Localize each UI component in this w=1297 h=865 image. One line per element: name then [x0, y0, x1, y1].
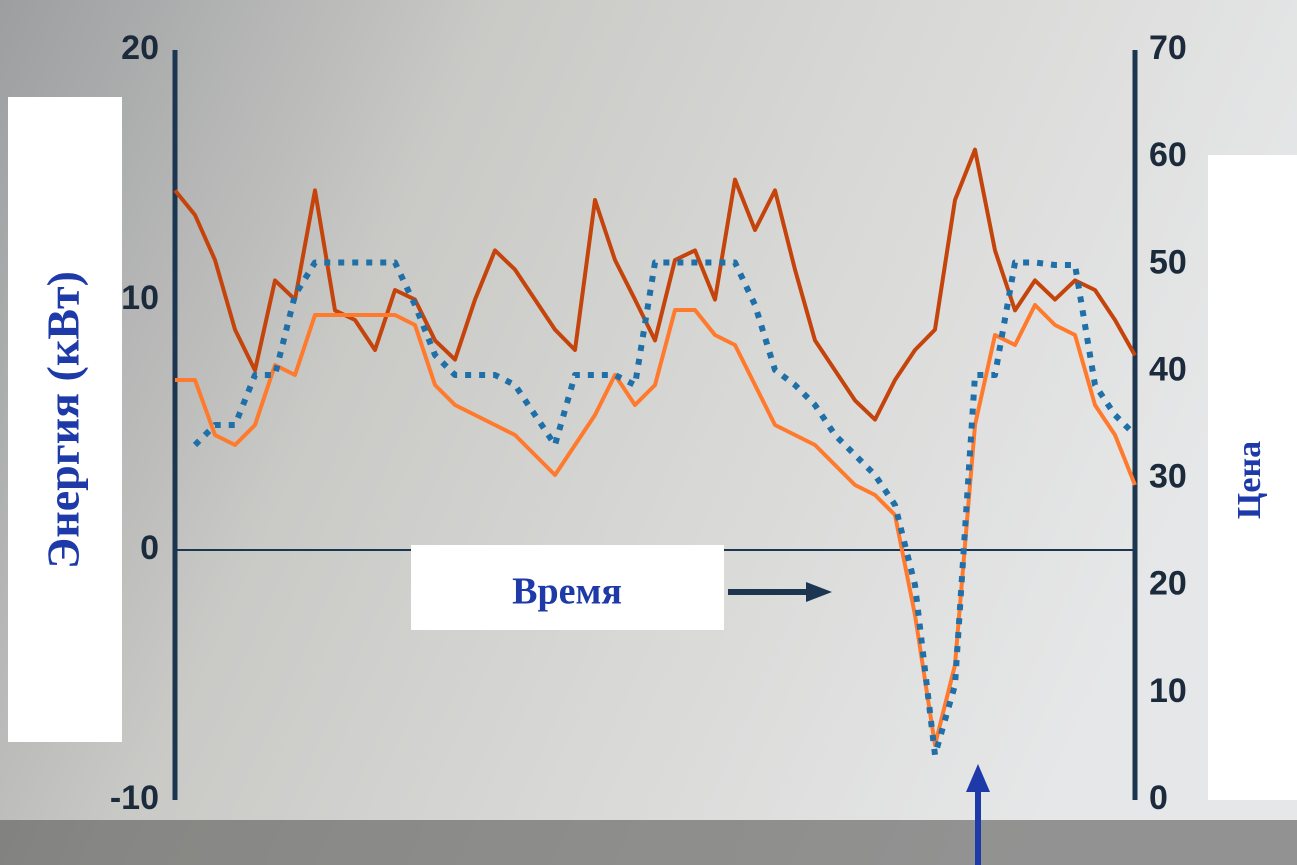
- y-axis-label: Энергия (кВт): [38, 271, 89, 569]
- y2-axis-label: Цена: [1231, 441, 1268, 519]
- y2-tick-label: 0: [1149, 779, 1168, 817]
- y2-tick-label: 30: [1149, 458, 1187, 496]
- background-band: [0, 820, 1297, 865]
- series-line: [173, 147, 1137, 422]
- y-tick-label: -10: [110, 779, 159, 817]
- y2-tick-label: 60: [1149, 136, 1187, 174]
- y-tick-label: 0: [140, 529, 159, 567]
- y2-label-box: [1208, 155, 1297, 800]
- series-line: [192, 259, 1138, 758]
- marker-arrow-head: [966, 764, 990, 792]
- y-label-box: [8, 97, 122, 742]
- y2-tick-label: 50: [1149, 243, 1187, 281]
- y2-tick-label: 70: [1149, 29, 1187, 67]
- x-label-box: [411, 545, 724, 630]
- x-axis-label: Время: [512, 571, 622, 613]
- plot: -10 0 10 20 0 10 20 30 40 50 60 70: [110, 29, 1187, 817]
- y2-tick-label: 20: [1149, 565, 1187, 603]
- series-line: [175, 303, 1137, 747]
- y-tick-label: 20: [121, 29, 159, 67]
- time-arrow-head: [806, 582, 832, 602]
- y-tick-label: 10: [121, 279, 159, 317]
- y2-tick-label: 40: [1149, 350, 1187, 388]
- y2-tick-label: 10: [1149, 672, 1187, 710]
